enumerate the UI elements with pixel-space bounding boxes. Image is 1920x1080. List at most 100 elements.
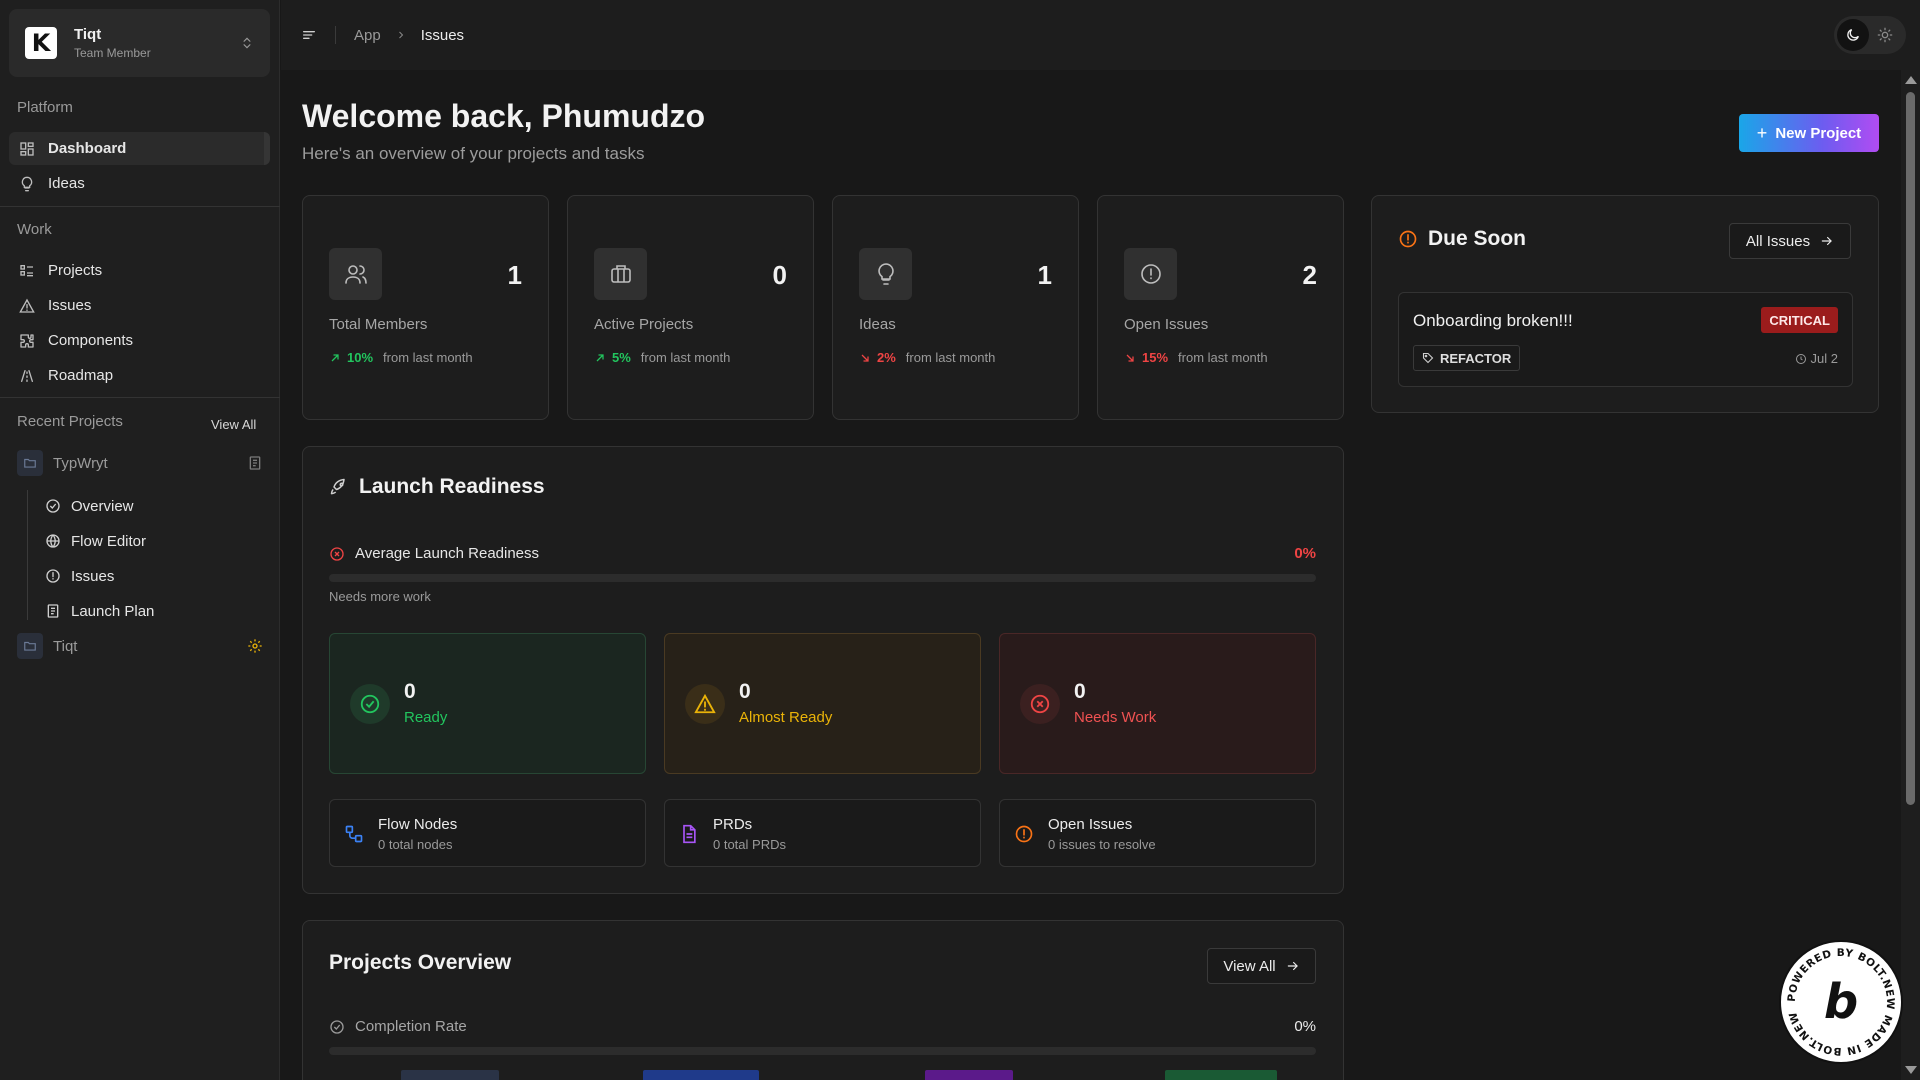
stat-card-open-issues: 2 Open Issues 15% from last month [1097,195,1344,420]
lightbulb-icon [859,248,912,300]
metric-open-issues[interactable]: Open Issues 0 issues to resolve [999,799,1316,867]
clock-icon [1795,353,1807,365]
sidebar-item-ideas[interactable]: Ideas [9,167,270,200]
launch-readiness-title: Launch Readiness [329,475,545,499]
trend-percent: 2% [877,350,896,365]
metric-flow-nodes[interactable]: Flow Nodes 0 total nodes [329,799,646,867]
work-section-label: Work [17,221,52,238]
sidebar-item-issues[interactable]: Issues [9,289,270,322]
page-title: Welcome back, Phumudzo [302,98,706,134]
project-name: TypWryt [53,454,108,472]
sun-icon[interactable] [1869,19,1901,51]
overview-bar [643,1070,759,1080]
status-label: Ready [404,709,448,726]
trend-suffix: from last month [905,350,996,365]
stat-value: 1 [1037,260,1052,290]
status-needs-work-box: 0 Needs Work [999,633,1316,774]
users-icon [329,248,382,300]
chevrons-up-down-icon [240,36,254,50]
subnav-overview[interactable]: Overview [45,491,134,521]
recent-view-all-link[interactable]: View All [211,417,257,432]
new-project-button[interactable]: + New Project [1739,114,1879,152]
overview-bar [1165,1070,1277,1080]
overview-view-all-button[interactable]: View All [1207,948,1316,984]
x-circle-icon [1020,684,1060,724]
plus-icon: + [1756,122,1768,143]
metric-title: Open Issues [1048,816,1133,833]
sidebar-item-label: Ideas [48,175,85,192]
metric-title: Flow Nodes [378,816,458,833]
platform-section-label: Platform [17,99,73,116]
avg-readiness-row: Average Launch Readiness 0% [329,545,1316,562]
status-count: 0 [1074,680,1086,703]
vertical-scrollbar[interactable] [1901,70,1920,1080]
clipboard-icon [45,603,61,619]
gear-icon[interactable] [247,638,263,654]
all-issues-button[interactable]: All Issues [1729,223,1851,259]
metric-sub: 0 issues to resolve [1048,837,1156,852]
status-count: 0 [739,680,751,703]
overview-bar [925,1070,1013,1080]
moon-icon[interactable] [1837,19,1869,51]
status-count: 0 [404,680,416,703]
sidebar-item-dashboard[interactable]: Dashboard [9,132,270,165]
stat-value: 1 [507,260,522,290]
issue-tag: REFACTOR [1413,345,1521,371]
divider [335,26,336,44]
stat-label: Total Members [329,316,428,333]
main-content: Welcome back, Phumudzo Here's an overvie… [281,70,1901,1080]
project-item-tiqt[interactable]: Tiqt [17,631,263,661]
team-switcher[interactable]: K Tiqt Team Member [9,9,270,77]
breadcrumb-app[interactable]: App [354,26,381,44]
breadcrumb-current: Issues [420,26,465,44]
metric-sub: 0 total nodes [378,837,453,852]
subnav-label: Overview [71,497,134,515]
puzzle-icon [19,333,35,349]
subnav-issues[interactable]: Issues [45,561,114,591]
subnav-flow-editor[interactable]: Flow Editor [45,526,146,556]
subnav-label: Flow Editor [71,532,147,550]
scrollbar-thumb[interactable] [1906,92,1915,805]
stat-card-members: 1 Total Members 10% from last month [302,195,549,420]
stat-card-projects: 0 Active Projects 5% from last month [567,195,814,420]
folder-icon [17,633,43,659]
check-circle-icon [329,1019,345,1035]
trend-percent: 10% [347,350,374,365]
tree-line [27,490,28,620]
metric-prds[interactable]: PRDs 0 total PRDs [664,799,981,867]
sidebar-item-roadmap[interactable]: Roadmap [9,359,270,392]
trend-percent: 15% [1142,350,1169,365]
scroll-up-arrow-icon[interactable] [1905,76,1917,84]
completion-label: Completion Rate [355,1018,467,1035]
check-circle-icon [45,498,61,514]
alert-circle-icon [1124,248,1177,300]
sidebar-item-label: Projects [48,262,103,279]
stat-value: 2 [1302,260,1317,290]
trend-suffix: from last month [383,350,473,365]
recent-projects-label: Recent Projects [17,413,123,430]
subnav-launch-plan[interactable]: Launch Plan [45,596,154,626]
launch-readiness-card: Launch Readiness Average Launch Readines… [302,446,1344,894]
sidebar-item-projects[interactable]: Projects [9,254,270,287]
readiness-progress-bar [329,574,1316,582]
due-issue-card[interactable]: Onboarding broken!!! CRITICAL REFACTOR J… [1398,292,1853,387]
scroll-down-arrow-icon[interactable] [1905,1066,1917,1074]
sidebar-toggle-icon[interactable] [301,27,317,43]
bolt-badge-logo[interactable]: POWERED BY BOLT.NEW MADE IN BOLT.NEW b [1779,940,1903,1064]
theme-toggle[interactable] [1834,16,1906,54]
stat-trend: 5% from last month [594,350,730,365]
page-subtitle: Here's an overview of your projects and … [302,144,645,163]
completion-progress-bar [329,1047,1316,1055]
metric-sub: 0 total PRDs [713,837,786,852]
team-name: Tiqt [74,26,102,43]
project-item-typwryt[interactable]: TypWryt [17,448,263,478]
launch-readiness-title-text: Launch Readiness [359,475,545,498]
stat-trend: 2% from last month [859,350,995,365]
clipboard-icon[interactable] [247,455,263,471]
topbar: App Issues [281,0,1920,70]
globe-icon [45,533,61,549]
sidebar-item-components[interactable]: Components [9,324,270,357]
all-issues-label: All Issues [1745,232,1811,250]
sidebar-item-label: Roadmap [48,367,114,384]
due-soon-title-text: Due Soon [1428,227,1526,250]
